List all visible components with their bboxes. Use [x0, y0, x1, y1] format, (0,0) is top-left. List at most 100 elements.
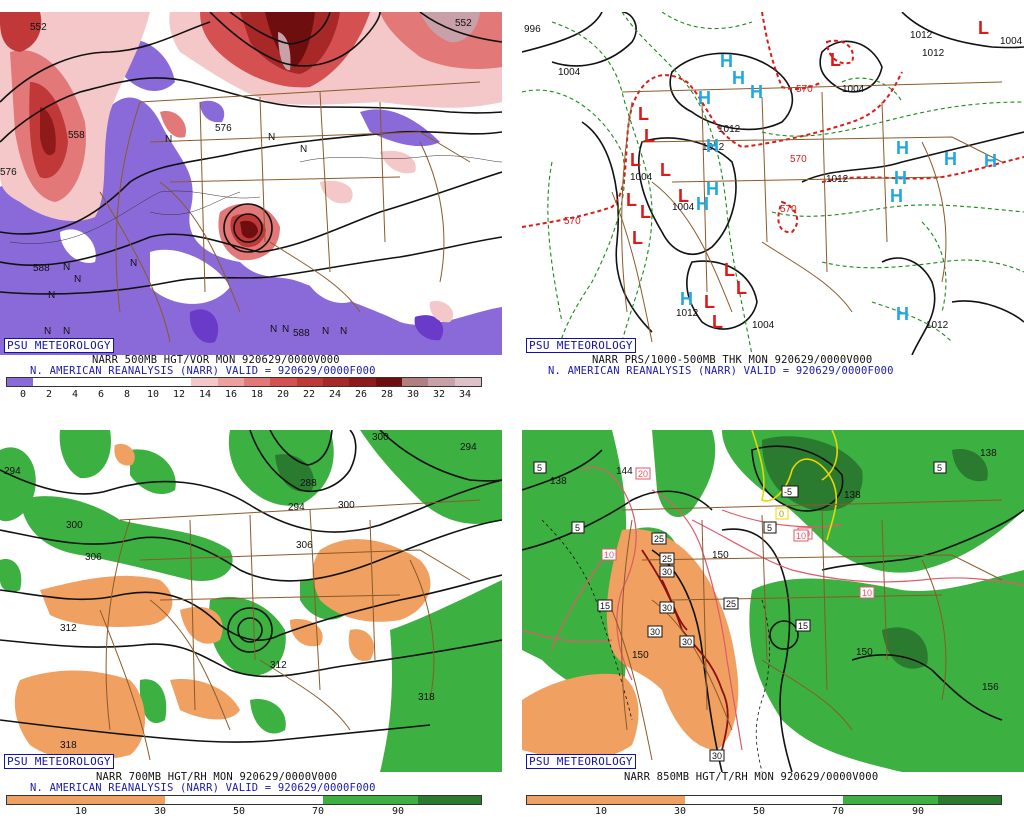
temp-label-box: -5 [781, 485, 799, 498]
colorbar-tick: 2 [45, 389, 53, 400]
psu-meteorology-badge: PSU METEOROLOGY [526, 338, 636, 353]
low-pressure-marker: L [638, 104, 649, 124]
colorbar-tick: 28 [380, 389, 394, 400]
contour-label: 306 [296, 540, 313, 551]
isobar-label: 1004 [1000, 36, 1023, 47]
svg-text:5: 5 [537, 463, 542, 473]
contour-label: 588 [33, 263, 50, 274]
high-pressure-marker: H [720, 51, 733, 71]
contour-label: 150 [632, 650, 649, 661]
svg-text:15: 15 [798, 621, 808, 631]
contour-label: 150 [856, 647, 873, 658]
high-pressure-marker: H [706, 136, 719, 156]
colorbar-tick: 10 [146, 389, 160, 400]
low-pressure-marker: L [660, 160, 671, 180]
contour-label: 150 [712, 550, 729, 561]
temp-label-box: 5 [763, 521, 777, 534]
low-pressure-marker: L [644, 126, 655, 146]
temp-label-box: 25 [659, 552, 675, 565]
min-marker-n: N [165, 134, 172, 145]
rh-colorbar-right [526, 795, 1002, 805]
svg-text:5: 5 [767, 523, 772, 533]
contour-label: 300 [338, 500, 355, 511]
svg-text:-5: -5 [784, 487, 792, 497]
thickness-label: 570 [780, 204, 797, 215]
contour-label: 552 [30, 22, 47, 33]
high-pressure-marker: H [944, 149, 957, 169]
thickness-label: 570 [790, 154, 807, 165]
svg-text:30: 30 [662, 567, 672, 577]
contour-label: 588 [293, 328, 310, 339]
high-pressure-marker: H [750, 82, 763, 102]
min-marker-n: N [130, 258, 137, 269]
min-marker-n: N [270, 324, 277, 335]
colorbar-tick: 0 [19, 389, 27, 400]
low-pressure-marker: L [830, 50, 841, 70]
svg-text:10: 10 [862, 588, 872, 598]
colorbar-tick: 14 [198, 389, 212, 400]
min-marker-n: N [300, 144, 307, 155]
temp-label-box: 30 [647, 625, 663, 638]
contour-label: 294 [288, 502, 305, 513]
colorbar-tick: 90 [391, 806, 405, 817]
temp-label-box: 5 [533, 461, 547, 474]
svg-text:10: 10 [604, 550, 614, 560]
temp-label-box: 5 [933, 461, 947, 474]
min-marker-n: N [74, 274, 81, 285]
temp-label-box: 10 [859, 586, 875, 599]
vorticity-colorbar-ticks: 0 2 4 6 8 10 12 14 16 18 20 22 24 26 28 … [6, 389, 480, 401]
temp-label-box: 30 [659, 565, 675, 578]
high-pressure-marker: H [890, 186, 903, 206]
isobar-label: 1004 [672, 202, 695, 213]
colorbar-tick: 34 [458, 389, 472, 400]
svg-text:5: 5 [937, 463, 942, 473]
colorbar-tick: 18 [250, 389, 264, 400]
colorbar-tick: 24 [328, 389, 342, 400]
vorticity-colorbar [6, 377, 482, 387]
panel2-caption-valid: N. AMERICAN REANALYSIS (NARR) VALID = 92… [548, 365, 894, 377]
low-pressure-marker: L [978, 18, 989, 38]
temp-label-box: 25 [723, 597, 739, 610]
high-pressure-marker: H [896, 304, 909, 324]
low-pressure-marker: L [678, 186, 689, 206]
contour-label: 138 [844, 490, 861, 501]
high-pressure-marker: H [696, 194, 709, 214]
colorbar-tick: 4 [71, 389, 79, 400]
svg-text:30: 30 [712, 751, 722, 761]
contour-label: 312 [270, 660, 287, 671]
low-pressure-marker: L [736, 278, 747, 298]
min-marker-n: N [48, 290, 55, 301]
temp-label-box: 10 [601, 548, 617, 561]
temp-label-box: 20 [635, 467, 651, 480]
contour-label: 558 [68, 130, 85, 141]
min-marker-n: N [63, 326, 70, 337]
svg-text:30: 30 [682, 637, 692, 647]
high-pressure-marker: H [896, 138, 909, 158]
svg-text:10: 10 [796, 531, 806, 541]
isobar-label: 1012 [922, 48, 945, 59]
low-pressure-marker: L [626, 190, 637, 210]
contour-label: 306 [85, 552, 102, 563]
contour-label: 576 [215, 123, 232, 134]
panel4-caption-product: NARR 850MB HGT/T/RH MON 920629/0000V000 [624, 771, 879, 783]
temp-label-box: 30 [679, 635, 695, 648]
panel-700mb-rh: 294 300 306 312 318 300 288 294 300 306 … [0, 430, 502, 772]
isobar-label: 996 [524, 24, 541, 35]
min-marker-n: N [322, 326, 329, 337]
temp-label-box: 15 [795, 619, 811, 632]
psu-meteorology-badge: PSU METEOROLOGY [4, 338, 114, 353]
colorbar-tick: 32 [432, 389, 446, 400]
isobar-label: 1012 [910, 30, 933, 41]
contour-label: 318 [60, 740, 77, 751]
colorbar-tick: 30 [673, 806, 687, 817]
panel-sea-level-pressure-thickness: 996 1004 1012 1004 1012 1004 1012 1004 1… [522, 12, 1024, 355]
contour-label: 156 [982, 682, 999, 693]
isobar-label: 1012 [702, 142, 725, 153]
contour-label: 312 [60, 623, 77, 634]
high-pressure-marker: H [680, 289, 693, 309]
low-pressure-marker: L [712, 312, 723, 332]
temp-label-box: 15 [597, 599, 613, 612]
temp-label-box: 30 [709, 749, 725, 762]
colorbar-tick: 70 [311, 806, 325, 817]
panel1-caption-product: NARR 500MB HGT/VOR MON 920629/0000V000 [92, 354, 340, 366]
